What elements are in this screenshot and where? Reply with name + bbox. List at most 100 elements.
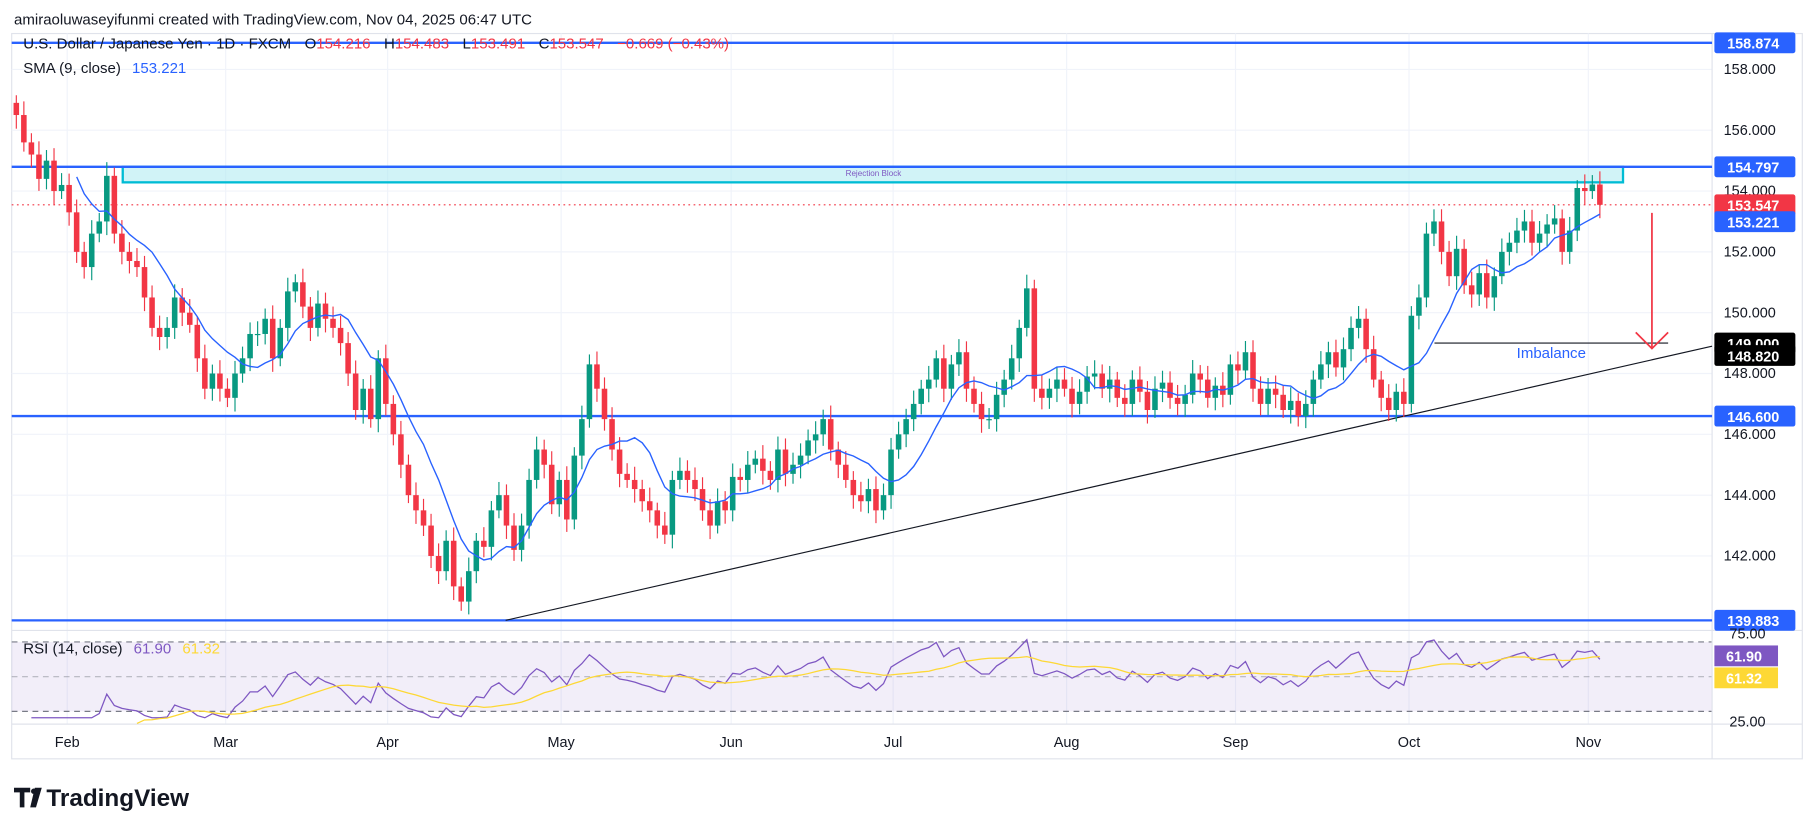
candle-body: [119, 233, 125, 252]
time-tick: Sep: [1223, 735, 1249, 751]
candle-body: [96, 221, 103, 234]
candle-body: [171, 297, 178, 328]
candle-body: [28, 142, 35, 155]
candle-body: [805, 440, 811, 456]
candle-body: [383, 358, 389, 404]
candle-body: [420, 510, 427, 526]
candle-body: [609, 419, 615, 450]
candle-body: [1461, 248, 1467, 286]
candle-body: [895, 434, 902, 450]
sma-price-label: 153.221: [1727, 215, 1779, 231]
candle-body: [1446, 251, 1452, 277]
candle-body: [73, 212, 80, 252]
candle-body: [1295, 400, 1302, 417]
rsi-legend[interactable]: RSI (14, close) 61.90 61.32: [23, 641, 220, 658]
candle-body: [164, 327, 170, 338]
candle-body: [66, 184, 72, 213]
down-arrow-head: [1635, 331, 1669, 350]
time-tick: Aug: [1054, 735, 1080, 751]
candle-body: [43, 160, 50, 179]
candle-body: [1204, 379, 1211, 398]
candle-body: [307, 306, 314, 328]
candle-body: [1453, 248, 1460, 277]
level-price-label-bg: [1714, 405, 1796, 427]
imbalance-label: Imbalance: [1517, 345, 1586, 362]
candle-body: [1197, 373, 1203, 380]
price-tick: 150.000: [1724, 305, 1776, 321]
candle-body: [330, 318, 336, 328]
rsi-ma-tag: 61.32: [1726, 672, 1762, 688]
candle-body: [963, 352, 970, 389]
candle-body: [986, 419, 992, 421]
candle-body: [1272, 388, 1279, 395]
symbol-name: U.S. Dollar / Japanese Yen · 1D · FXCM: [23, 36, 291, 53]
level-price-label: 154.797: [1727, 161, 1779, 177]
candle-body: [126, 251, 133, 261]
level-price-label-bg: [1714, 609, 1796, 631]
target-price-label-bg: [1714, 345, 1796, 366]
candle-body: [36, 154, 42, 179]
candle-body: [812, 434, 819, 441]
candle-body: [149, 297, 155, 328]
candle-body: [1016, 327, 1023, 359]
candle-body: [375, 358, 382, 420]
tradingview-logo[interactable]: TradingView: [14, 785, 189, 812]
change-value: −0.669 (−0.43%): [617, 36, 729, 53]
candle-body: [1529, 221, 1535, 243]
candle-body: [1280, 394, 1286, 410]
candle-body: [1167, 382, 1173, 398]
candle-body: [1137, 379, 1143, 392]
logo-text: TradingView: [46, 785, 189, 812]
high-value: 154.483: [395, 36, 449, 53]
candle-body: [646, 501, 653, 511]
candle-body: [624, 473, 630, 480]
candle-body: [1122, 397, 1128, 404]
candle-body: [481, 540, 487, 547]
candle-body: [1189, 373, 1196, 395]
symbol-legend[interactable]: U.S. Dollar / Japanese Yen · 1D · FXCM O…: [23, 36, 729, 53]
level-price-label-bg: [1714, 156, 1796, 178]
candle-body: [398, 434, 404, 465]
candle-body: [1355, 318, 1362, 328]
sma-line: [76, 176, 1601, 561]
candle-body: [601, 388, 608, 420]
candle-body: [1318, 364, 1324, 380]
candle-body: [1589, 184, 1596, 192]
candle-body: [707, 510, 713, 526]
candle-body: [360, 388, 366, 410]
price-tick: 142.000: [1724, 549, 1776, 565]
candle-body: [888, 449, 894, 496]
candle-body: [450, 540, 457, 587]
price-tick: 158.000: [1724, 62, 1776, 78]
candle-body: [948, 364, 955, 389]
candle-body: [571, 455, 578, 520]
candle-body: [1483, 273, 1490, 298]
candle-body: [315, 303, 321, 328]
candle-body: [1582, 188, 1588, 192]
trendline: [505, 345, 1713, 621]
candle-body: [1235, 364, 1241, 371]
time-tick: Jul: [884, 735, 902, 751]
candle-body: [1265, 388, 1271, 404]
candle-body: [1378, 379, 1384, 398]
candle-body: [186, 312, 193, 325]
candle-body: [1363, 318, 1369, 350]
candle-body: [217, 373, 223, 389]
candle-body: [556, 479, 563, 505]
candle-body: [209, 373, 216, 389]
candle-body: [941, 358, 947, 389]
price-tick: 148.000: [1724, 366, 1776, 382]
candle-body: [767, 470, 774, 480]
candle-body: [1212, 385, 1219, 398]
sma-legend[interactable]: SMA (9, close) 153.221: [23, 60, 186, 77]
candle-body: [1491, 276, 1498, 298]
candle-body: [925, 379, 932, 389]
candle-body: [993, 394, 1000, 420]
current-price-label-bg: [1714, 194, 1796, 216]
candle-body: [1340, 349, 1347, 368]
candle-body: [1566, 230, 1573, 252]
candle-body: [1152, 388, 1158, 410]
candle-body: [1551, 218, 1558, 225]
open-label: O: [305, 36, 317, 53]
